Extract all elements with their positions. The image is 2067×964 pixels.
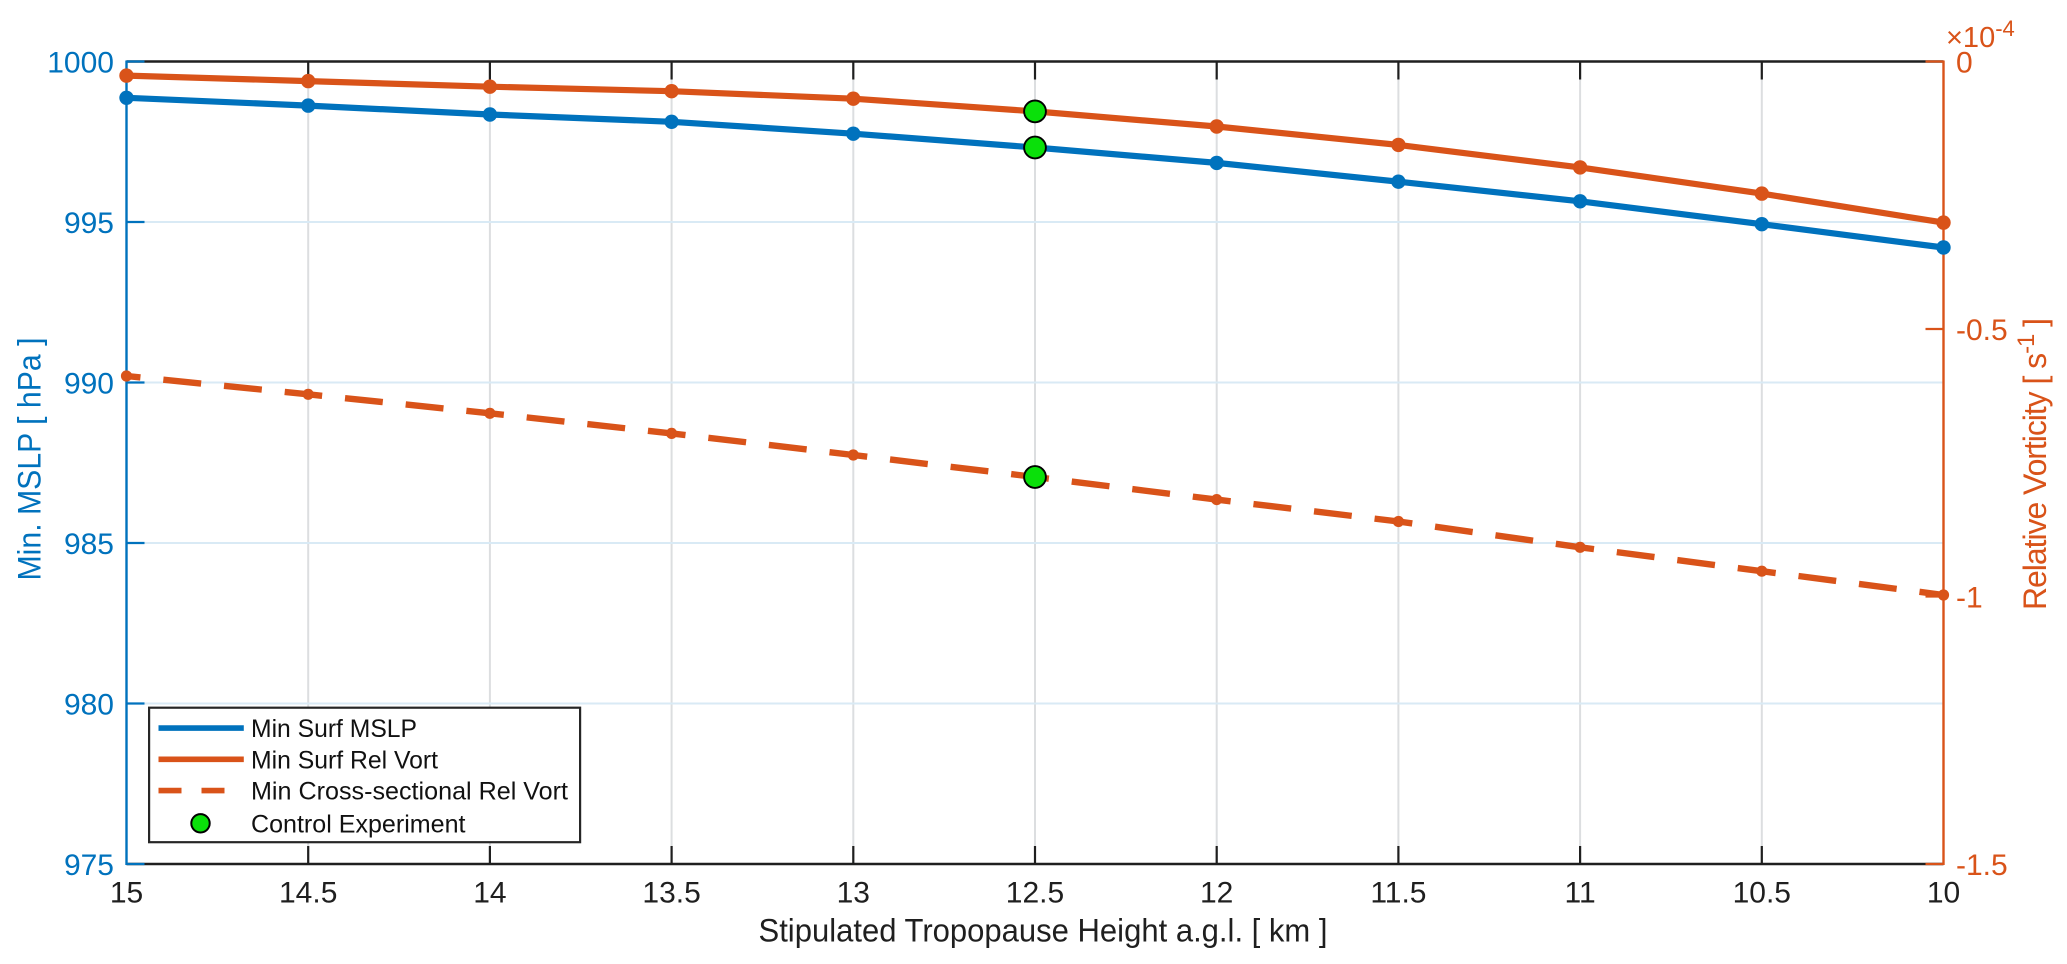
svg-text:995: 995 bbox=[64, 207, 114, 240]
svg-text:Stipulated Tropopause Height a: Stipulated Tropopause Height a.g.l. [ km… bbox=[759, 913, 1328, 949]
svg-text:Min. MSLP [ hPa ]: Min. MSLP [ hPa ] bbox=[12, 338, 48, 581]
svg-text:Min Surf MSLP: Min Surf MSLP bbox=[251, 715, 417, 743]
svg-text:12: 12 bbox=[1200, 877, 1233, 910]
svg-text:1000: 1000 bbox=[47, 46, 114, 79]
svg-text:Min Surf Rel Vort: Min Surf Rel Vort bbox=[251, 746, 438, 774]
svg-text:15: 15 bbox=[110, 877, 143, 910]
svg-text:10: 10 bbox=[1927, 877, 1960, 910]
svg-text:990: 990 bbox=[64, 367, 114, 400]
svg-text:-1: -1 bbox=[1956, 581, 1983, 614]
svg-text:Relative Vorticity [ s-1 ]: Relative Vorticity [ s-1 ] bbox=[2013, 319, 2053, 610]
svg-text:14: 14 bbox=[473, 877, 506, 910]
svg-text:Control Experiment: Control Experiment bbox=[251, 810, 466, 838]
svg-text:985: 985 bbox=[64, 528, 114, 561]
svg-text:10.5: 10.5 bbox=[1733, 877, 1791, 910]
svg-text:980: 980 bbox=[64, 688, 114, 721]
svg-text:975: 975 bbox=[64, 849, 114, 882]
svg-text:-0.5: -0.5 bbox=[1956, 314, 2008, 347]
svg-text:Min Cross-sectional Rel Vort: Min Cross-sectional Rel Vort bbox=[251, 778, 568, 806]
svg-text:13: 13 bbox=[837, 877, 870, 910]
svg-text:-1.5: -1.5 bbox=[1956, 849, 2008, 882]
svg-text:13.5: 13.5 bbox=[642, 877, 700, 910]
svg-text:0: 0 bbox=[1956, 46, 1973, 79]
svg-text:11.5: 11.5 bbox=[1370, 877, 1426, 910]
svg-text:11: 11 bbox=[1565, 877, 1596, 910]
svg-text:12.5: 12.5 bbox=[1006, 877, 1064, 910]
svg-text:14.5: 14.5 bbox=[279, 877, 337, 910]
